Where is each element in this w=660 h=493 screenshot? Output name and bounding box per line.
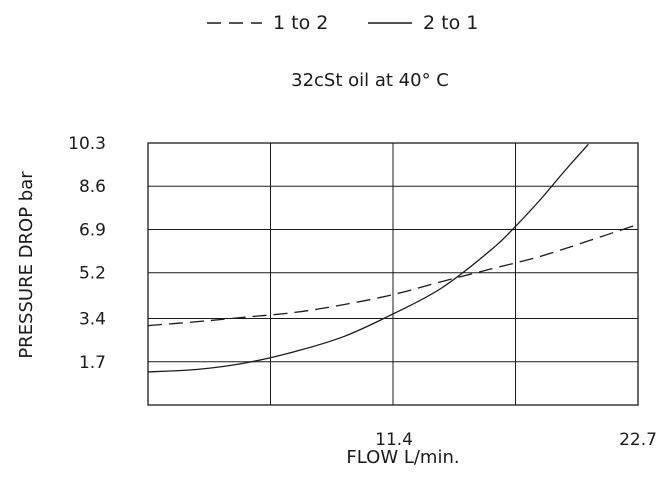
y-tick-label: 3.4 — [79, 310, 106, 330]
y-tick-label: 10.3 — [68, 134, 106, 154]
y-tick-label: 1.7 — [79, 353, 106, 373]
legend-label-2-to-1: 2 to 1 — [423, 12, 478, 34]
y-tick-label: 5.2 — [79, 264, 106, 284]
series-line-2-to-1 — [147, 143, 589, 373]
x-axis-label: FLOW L/min. — [346, 447, 459, 468]
chart-subtitle: 32cSt oil at 40° C — [291, 70, 449, 91]
x-axis-ticks: 11.4 22.7 — [375, 430, 657, 450]
x-tick-label: 22.7 — [619, 430, 657, 450]
legend: 1 to 2 2 to 1 — [207, 12, 478, 34]
y-tick-label: 6.9 — [79, 220, 106, 240]
x-tick-label: 11.4 — [375, 430, 413, 450]
grid — [148, 142, 638, 405]
series-lines — [147, 143, 639, 373]
plot-frame — [147, 142, 639, 406]
legend-label-1-to-2: 1 to 2 — [273, 12, 328, 34]
y-axis-label: PRESSURE DROP bar — [16, 171, 37, 359]
y-tick-label: 8.6 — [79, 177, 106, 197]
y-axis-ticks: 1.7 3.4 5.2 6.9 8.6 10.3 — [68, 134, 106, 373]
